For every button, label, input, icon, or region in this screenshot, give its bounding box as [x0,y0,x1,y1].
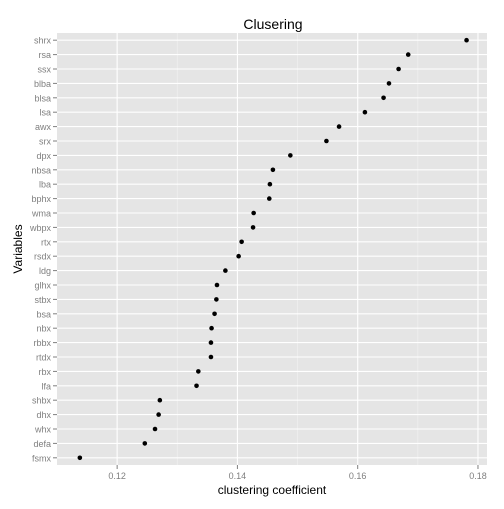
y-tick-label: shrx [34,36,52,46]
data-point-fsmx [77,455,83,461]
data-point-awx [336,124,342,129]
y-tick-label: bsa [36,309,51,319]
data-point-ssx [396,66,401,72]
y-tick-label: wbpx [29,223,52,233]
data-point-lfa [194,383,199,389]
x-tick-label: 0.14 [229,471,247,481]
data-point-nbsa [270,167,276,173]
y-tick-label: defa [33,439,51,449]
y-tick-label: awx [35,122,52,132]
y-tick-label: rbx [38,367,51,377]
y-tick-label: rsdx [34,252,52,262]
y-tick-label: blsa [34,93,51,103]
y-tick-label: blba [34,79,51,89]
y-tick-label: nbsa [31,165,51,175]
plot-panel [57,33,487,465]
data-point-ldg [223,268,228,273]
y-tick-label: shbx [32,396,52,406]
data-point-nbx [209,325,214,331]
data-point-wbpx [250,225,256,230]
data-point-bphx [266,196,272,201]
y-tick-label: stbx [34,295,51,305]
data-point-dhx [156,412,161,417]
chart-title: Clusering [243,16,302,32]
y-tick-label: whx [34,425,52,435]
data-point-dpx [288,153,293,158]
y-tick-label: nbx [36,324,51,334]
y-tick-label: bphx [31,194,51,204]
y-tick-label: rtx [41,237,51,247]
y-tick-label: lfa [41,381,51,391]
y-tick-label: fsmx [32,453,51,463]
data-points [77,37,469,461]
y-tick-label: srx [39,137,51,147]
x-tick-label: 0.16 [349,471,367,481]
data-point-lsa [362,109,368,115]
data-point-stbx [214,297,219,302]
data-point-lba [267,181,273,187]
x-axis-label: clustering coefficient [218,483,327,497]
data-point-blsa [381,95,386,101]
y-tick-label: dhx [36,410,51,420]
data-point-shrx [464,37,469,43]
data-point-wma [251,210,256,216]
y-tick-label: ssx [38,65,52,75]
data-point-rbx [196,369,201,374]
data-point-rbbx [208,340,214,345]
y-tick-label: lsa [39,108,51,118]
y-tick-label: glhx [34,281,51,291]
y-tick-label: rsa [38,50,51,60]
y-axis-label: Variables [11,224,25,273]
data-point-blba [386,81,392,86]
data-point-shbx [157,397,163,403]
y-tick-label: dpx [36,151,51,161]
data-point-glhx [214,282,220,288]
data-point-srx [324,138,329,144]
y-axis-ticks: shrx rsa ssx blba blsa lsa awx srx dpx nbsa lba bph… [29,36,57,463]
data-point-whx [152,426,158,432]
grid-lines [57,33,487,465]
y-tick-label: lba [39,180,51,190]
data-point-rtdx [208,354,214,360]
data-point-rsdx [236,253,241,259]
x-tick-label: 0.12 [108,471,126,481]
data-point-bsa [212,311,217,317]
y-tick-label: wma [31,209,51,219]
data-point-rtx [239,239,244,245]
y-tick-label: rtdx [36,353,52,363]
x-axis-ticks: 0.12 0.14 0.16 0.18 [108,465,487,481]
y-tick-label: ldg [39,266,51,276]
data-point-defa [142,441,148,446]
data-point-rsa [405,52,411,57]
x-tick-label: 0.18 [469,471,487,481]
y-tick-label: rbbx [33,338,51,348]
